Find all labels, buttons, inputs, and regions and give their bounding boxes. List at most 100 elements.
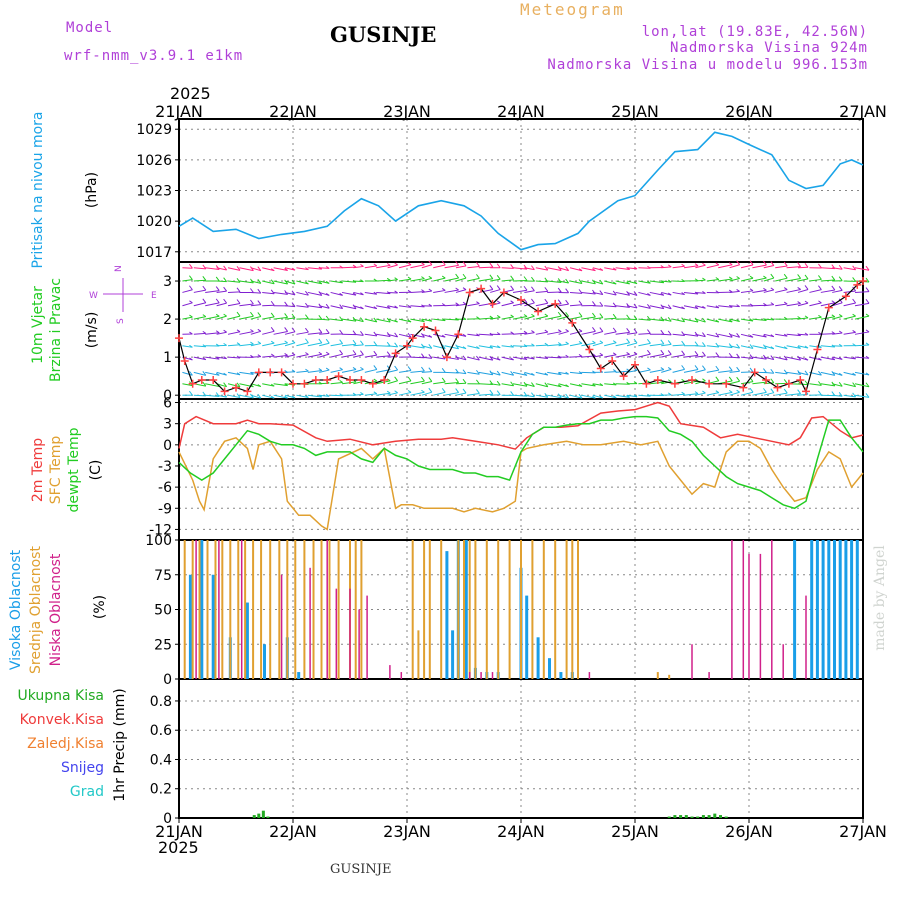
wind-barb	[763, 371, 774, 374]
wind-barb	[736, 343, 741, 349]
precip-bar	[679, 815, 683, 818]
wind-barb	[763, 304, 774, 307]
wind-barb	[604, 383, 617, 386]
wind-barb	[307, 280, 322, 285]
wind-barb	[672, 291, 685, 296]
wind-barb	[535, 331, 548, 335]
wind-barb	[854, 344, 870, 347]
wind-barb	[291, 313, 296, 319]
wind-barb	[557, 384, 562, 388]
wind-barb	[695, 392, 706, 396]
wind-barb	[852, 356, 856, 360]
wind-barb	[694, 341, 699, 347]
wind-speed-marker	[534, 307, 543, 316]
wind-barb	[740, 333, 754, 338]
wind-barb	[444, 318, 459, 321]
wind-barb	[740, 264, 754, 269]
precip-bar	[252, 815, 256, 818]
wind-barb	[843, 315, 856, 320]
wind-barb	[273, 330, 288, 335]
wind-barb	[820, 383, 835, 387]
wind-barb	[667, 330, 672, 336]
wind-barb	[843, 331, 856, 335]
wind-barb	[706, 392, 719, 396]
wind-barb	[205, 356, 220, 360]
wind-barb	[728, 366, 733, 371]
wind-barb	[257, 384, 262, 387]
wind-barb	[239, 394, 254, 399]
wind-barb	[376, 264, 391, 269]
wind-barb	[501, 316, 514, 320]
wind-barb	[854, 315, 870, 320]
wind-barb	[667, 350, 672, 355]
wind-barb	[270, 340, 275, 344]
wind-speed-marker	[653, 375, 662, 384]
precip-bar	[673, 815, 677, 818]
wind-barb	[729, 290, 740, 293]
wind-barb	[364, 380, 377, 385]
wind-barb	[262, 316, 275, 320]
wind-barb	[599, 327, 604, 332]
wind-barb	[462, 333, 467, 337]
wind-barb	[660, 367, 665, 371]
wind-speed-marker	[585, 345, 594, 354]
wind-barb	[547, 267, 562, 271]
wind-barb	[428, 377, 433, 382]
wind-barb	[376, 305, 391, 309]
wind-barb	[182, 316, 193, 320]
wind-barb	[318, 351, 323, 355]
wind-barb	[524, 371, 535, 376]
cloud-low-bar	[389, 665, 391, 679]
wind-speed-marker	[403, 341, 411, 350]
wind-barb	[626, 332, 638, 335]
wind-barb	[376, 318, 391, 323]
wind-barb	[239, 303, 254, 307]
wind-barb	[531, 276, 535, 282]
wind-barb	[672, 344, 685, 347]
wind-barb	[702, 291, 706, 294]
wind-barb	[783, 346, 788, 350]
wind-barb	[524, 332, 535, 335]
wind-barb	[462, 261, 467, 267]
wind-barb	[296, 342, 309, 347]
wind-barb	[394, 277, 398, 281]
wind-barb	[193, 332, 206, 335]
wind-barb	[786, 266, 801, 269]
wind-barb	[319, 280, 330, 284]
wind-barb	[216, 371, 227, 376]
wind-barb	[262, 342, 275, 347]
wind-barb	[353, 333, 364, 336]
wind-barb	[612, 395, 617, 399]
wind-barb	[462, 316, 467, 320]
wind-barb	[330, 394, 343, 397]
wind-barb	[599, 290, 604, 295]
wind-speed-marker	[784, 379, 793, 388]
wind-barb	[386, 378, 391, 382]
wind-barb	[736, 260, 741, 266]
wind-barb	[531, 313, 535, 317]
wind-barb	[647, 280, 651, 284]
wind-barb	[510, 331, 514, 335]
cloud-mid-bar	[417, 630, 420, 679]
x-tick-label-bottom: 23JAN	[383, 822, 431, 841]
wind-barb	[364, 333, 377, 337]
wind-barb	[702, 342, 706, 347]
y-tick-label: 25	[154, 637, 172, 653]
wind-barb	[376, 392, 391, 396]
wind-barb	[681, 331, 686, 336]
y-tick-label: 0.2	[150, 782, 172, 798]
wind-barb	[284, 371, 296, 373]
wind-barb	[236, 266, 241, 271]
cloud-mid-bar	[312, 540, 315, 679]
wind-barb	[387, 392, 398, 396]
wind-barb	[444, 382, 459, 385]
wind-barb	[544, 356, 549, 359]
wind-barb	[189, 344, 193, 348]
wind-barb	[386, 365, 391, 370]
pressure-unit: (hPa)	[84, 172, 100, 208]
wind-barb	[694, 351, 699, 356]
cloud-low-bar	[358, 609, 360, 679]
wind-barb	[638, 280, 651, 284]
wind-barb	[612, 290, 617, 296]
wind-barb	[638, 291, 651, 296]
